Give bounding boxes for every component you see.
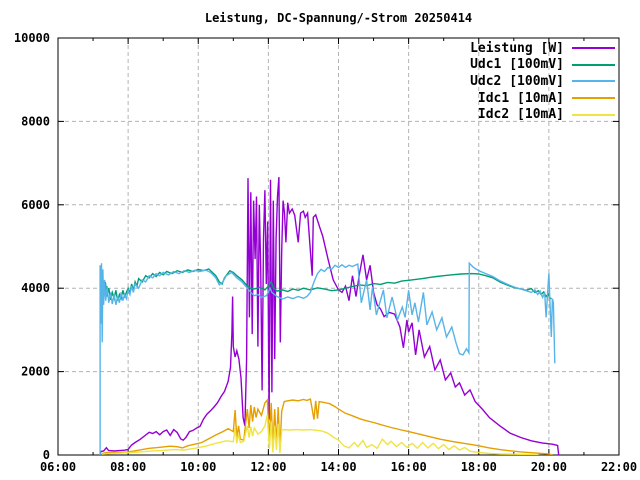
svg-text:12:00: 12:00 xyxy=(250,460,286,474)
legend-line-sample xyxy=(572,63,615,66)
legend-item-idc2: Idc2 [10mA] xyxy=(470,106,615,123)
legend-item-udc2: Udc2 [100mV] xyxy=(470,73,615,90)
legend-label: Leistung [W] xyxy=(470,40,564,56)
svg-text:10000: 10000 xyxy=(14,31,50,45)
legend-label: Idc2 [10mA] xyxy=(477,107,564,123)
svg-text:18:00: 18:00 xyxy=(461,460,497,474)
svg-text:22:00: 22:00 xyxy=(601,460,637,474)
legend: Leistung [W] Udc1 [100mV] Udc2 [100mV] I… xyxy=(470,40,615,123)
legend-line-sample xyxy=(572,80,615,83)
legend-item-udc1: Udc1 [100mV] xyxy=(470,57,615,74)
svg-text:4000: 4000 xyxy=(21,281,50,295)
legend-item-idc1: Idc1 [10mA] xyxy=(470,90,615,107)
legend-label: Udc2 [100mV] xyxy=(470,73,564,89)
legend-line-sample xyxy=(572,47,615,50)
svg-text:20:00: 20:00 xyxy=(531,460,567,474)
legend-item-leistung: Leistung [W] xyxy=(470,40,615,57)
legend-label: Udc1 [100mV] xyxy=(470,57,564,73)
chart-title: Leistung, DC-Spannung/-Strom 20250414 xyxy=(204,11,473,25)
legend-label: Idc1 [10mA] xyxy=(477,90,564,106)
legend-line-sample xyxy=(572,97,615,100)
svg-text:16:00: 16:00 xyxy=(391,460,427,474)
svg-text:10:00: 10:00 xyxy=(180,460,216,474)
svg-text:08:00: 08:00 xyxy=(110,460,146,474)
svg-text:2000: 2000 xyxy=(21,365,50,379)
legend-line-sample xyxy=(572,113,615,116)
svg-text:6000: 6000 xyxy=(21,198,50,212)
svg-text:14:00: 14:00 xyxy=(320,460,356,474)
svg-text:0: 0 xyxy=(43,448,50,462)
svg-text:8000: 8000 xyxy=(21,114,50,128)
svg-text:06:00: 06:00 xyxy=(40,460,76,474)
